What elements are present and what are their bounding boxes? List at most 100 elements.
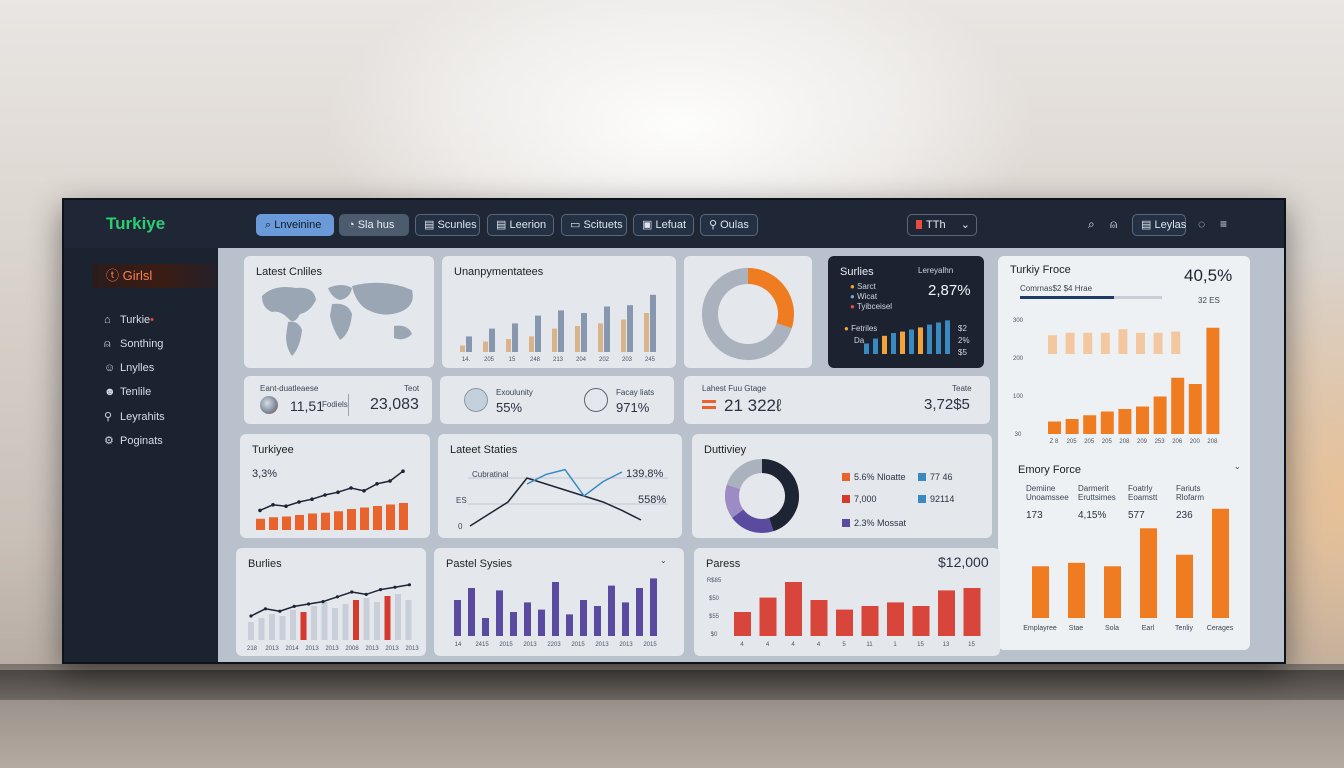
nav-item-2[interactable]: ▤ Scunles [415, 214, 480, 236]
sidebar-item-leyrahits[interactable]: ⚲ Leyrahits [104, 411, 165, 423]
link-icon: ⚲ [709, 219, 721, 231]
emory-col-label-2: Foatrly Eoamstt [1128, 484, 1158, 502]
bar [566, 614, 573, 636]
x-tick: 2013 [305, 646, 319, 652]
divider [348, 394, 349, 416]
sidebar-item-lnylles[interactable]: ☺ Lnylles [104, 362, 155, 374]
search-icon[interactable]: ⌕ [1088, 217, 1095, 231]
legend-dot-icon: ● [850, 282, 858, 291]
language-select[interactable]: TTh ⌄ [907, 214, 977, 236]
bar [489, 328, 495, 352]
x-tick: 11 [866, 642, 873, 648]
card-burlies[interactable]: Burlies 218 2013 2014 2013 2013 2008 2013 2013 2… [236, 548, 426, 656]
card-latest-cnliles[interactable]: Latest Cnliles [244, 256, 434, 368]
bar [321, 512, 330, 530]
x-tick: 206 [1172, 439, 1183, 445]
sidebar-item-tenlile[interactable]: ☻ Tenlile [104, 386, 152, 398]
sidebar-item-active[interactable]: ⓣ Girlsl [92, 264, 234, 288]
nav-item-1[interactable]: ◔ Sla hus [339, 214, 409, 236]
x-tick: 200 [1190, 439, 1201, 445]
bar [552, 582, 559, 636]
series-note2: Da [854, 336, 865, 345]
bell-icon: ⍝ [104, 338, 111, 350]
card-pares[interactable]: Paress $12,000 R$85 $50 $55 $0 4 4 4 4 5 11 1 15 13 1… [694, 548, 1000, 656]
series-label: Lereyalhn [918, 266, 954, 275]
line-series-2 [526, 468, 623, 498]
card-kpi1[interactable]: Eant-duatleaese Teot 11,51 Fodiels 23,08… [244, 376, 432, 424]
chevron-down-icon[interactable]: ⌄ [660, 556, 667, 565]
line-point [258, 508, 262, 513]
card-kpi3[interactable]: Lahest Fuu Gtage Teate 21 322ℓ 3,72$5 [684, 376, 990, 424]
brand-logo[interactable]: Turkiye [106, 214, 166, 233]
legend-swatch [842, 495, 850, 503]
line-point [379, 588, 383, 592]
nav-item-5[interactable]: ▣ Lefuat [633, 214, 694, 236]
bar [1100, 411, 1114, 434]
line-point [292, 604, 296, 608]
card-latest-staties[interactable]: Lateet Staties 139,8% 558% Cubratinal ES… [438, 434, 682, 538]
bar [1212, 508, 1229, 618]
card-unanpym[interactable]: Unanpymentatees 14. 205 15 248 213 204 202 203 2… [442, 256, 676, 368]
card-title: Latest Cnliles [256, 266, 323, 278]
bar [621, 319, 626, 352]
bar [650, 578, 657, 636]
bar [594, 606, 601, 636]
x-tick: 15 [968, 642, 975, 648]
legend-dot-icon: ● [844, 324, 852, 333]
bar [882, 335, 887, 354]
donut1-slice [747, 268, 794, 329]
bell-icon[interactable]: ⍝ [1110, 217, 1118, 231]
bar [1176, 554, 1193, 618]
bar [269, 614, 275, 640]
help-icon[interactable]: ◌ [1198, 217, 1206, 231]
bar [496, 590, 503, 636]
series-chart [864, 320, 950, 354]
flag-icon [916, 220, 922, 229]
line-point [375, 482, 379, 486]
series-value: 2,87% [928, 282, 971, 299]
card-series[interactable]: Surlies Lereyalhn 2,87% ● Sarct ● Wicat … [828, 256, 984, 368]
card-duttiviey[interactable]: Duttiviey 5.6% Nloatte 77 46 7,000 92114 2.3… [692, 434, 992, 538]
y-tick: 300 [1013, 318, 1024, 324]
bar [332, 608, 338, 640]
lira-icon: ⓣ [106, 268, 123, 283]
x-tick: 4 [740, 642, 744, 648]
x-tick: 5 [842, 642, 846, 648]
pares-value: $12,000 [938, 554, 989, 570]
x-tick: 4 [817, 642, 821, 648]
card-donut[interactable] [684, 256, 812, 368]
line-point [321, 600, 325, 604]
line-point [297, 500, 301, 504]
card-turkiyee[interactable]: Turkiyee 3,3% [240, 434, 430, 538]
world-map [262, 282, 413, 356]
staties-axis-label-3: 0 [458, 522, 463, 531]
nav-item-0[interactable]: ⌕ Lnveinine [256, 214, 334, 236]
account-button[interactable]: ▤ Leylas [1132, 214, 1186, 236]
emory-col-label-1: Darmerit Eruttsimes [1078, 484, 1116, 502]
card-kpi2[interactable]: Exoulunity 55% Facay liats 971% [440, 376, 674, 424]
tick-label: 248 [530, 357, 541, 363]
card-pastel[interactable]: Pastel Sysies ⌄ 14 2415 2015 2013 2203 2015 20… [434, 548, 684, 656]
x-tick: 2015 [571, 642, 585, 648]
bar [258, 618, 265, 640]
kpi2-value-b: 971% [616, 400, 650, 415]
emory-col-value-3: 236 [1176, 510, 1193, 521]
bar [636, 588, 643, 636]
nav-item-4[interactable]: ▭ Scituets [561, 214, 627, 236]
ledge [0, 670, 1344, 700]
card-title: Paress [706, 558, 741, 570]
menu-icon[interactable]: ≡ [1220, 217, 1228, 231]
tick-label: 203 [622, 357, 633, 363]
sidebar-item-poginats[interactable]: ⚙ Poginats [104, 435, 163, 447]
bar [342, 604, 349, 640]
sidebar-item-turkie[interactable]: ⌂ Turkie• [104, 314, 155, 326]
sidebar-item-sonthing[interactable]: ⍝ Sonthing [104, 338, 164, 350]
dutti-slice [761, 459, 799, 532]
x-tick: 205 [1084, 439, 1095, 445]
staties-axis-label-1: Cubratinal [472, 470, 509, 479]
chevron-down-icon[interactable]: ⌄ [1234, 462, 1241, 471]
nav-item-3[interactable]: ▤ Leerion [487, 214, 554, 236]
bar [321, 602, 328, 640]
nav-item-6[interactable]: ⚲ Oulas [700, 214, 758, 236]
y-tick: 100 [1013, 394, 1024, 400]
